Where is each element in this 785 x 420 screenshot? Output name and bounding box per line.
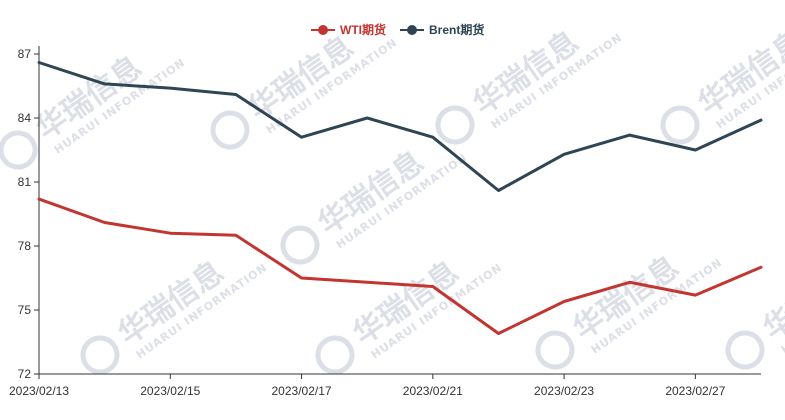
legend-marker-icon: [407, 25, 417, 35]
watermark-logo-icon: [660, 105, 700, 145]
watermark-logo-icon: [210, 110, 250, 150]
legend-label: Brent期货: [429, 22, 484, 37]
x-tick-label: 2023/02/17: [272, 384, 332, 398]
watermark-logo-icon: [0, 130, 38, 170]
watermark-logo-icon: [725, 330, 765, 370]
y-tick-label: 84: [18, 111, 32, 125]
legend-item: WTI期货: [311, 22, 386, 37]
axes: 72 75 78 81 84 87 2023/02/13 2023/02/15 2023/02/…: [9, 46, 761, 398]
legend-label: WTI期货: [340, 22, 386, 37]
y-tick-label: 78: [18, 239, 32, 253]
y-tick-label: 87: [18, 47, 32, 61]
watermark-text: 华瑞信息: [757, 250, 785, 347]
y-tick-label: 81: [18, 175, 32, 189]
x-tick-label: 2023/02/23: [534, 384, 594, 398]
series-line-brent: [37, 61, 763, 192]
x-tick-label: 2023/02/13: [9, 384, 69, 398]
watermark-logo-icon: [315, 335, 355, 375]
series-line-wti: [37, 197, 763, 335]
watermark-logo-icon: [80, 335, 120, 375]
watermark-logo-icon: [535, 330, 575, 370]
legend-marker-icon: [318, 25, 328, 35]
x-tick-label: 2023/02/15: [140, 384, 200, 398]
x-tick-label: 2023/02/27: [665, 384, 725, 398]
y-tick-label: 72: [18, 367, 32, 381]
watermark-logo-icon: [435, 105, 475, 145]
x-tick-label: 2023/02/21: [403, 384, 463, 398]
series-layer: [37, 61, 763, 335]
legend-item: Brent期货: [400, 22, 484, 37]
y-tick-label: 75: [18, 303, 32, 317]
watermark-logo-icon: [280, 225, 320, 265]
legend: WTI期货 Brent期货: [311, 22, 484, 37]
